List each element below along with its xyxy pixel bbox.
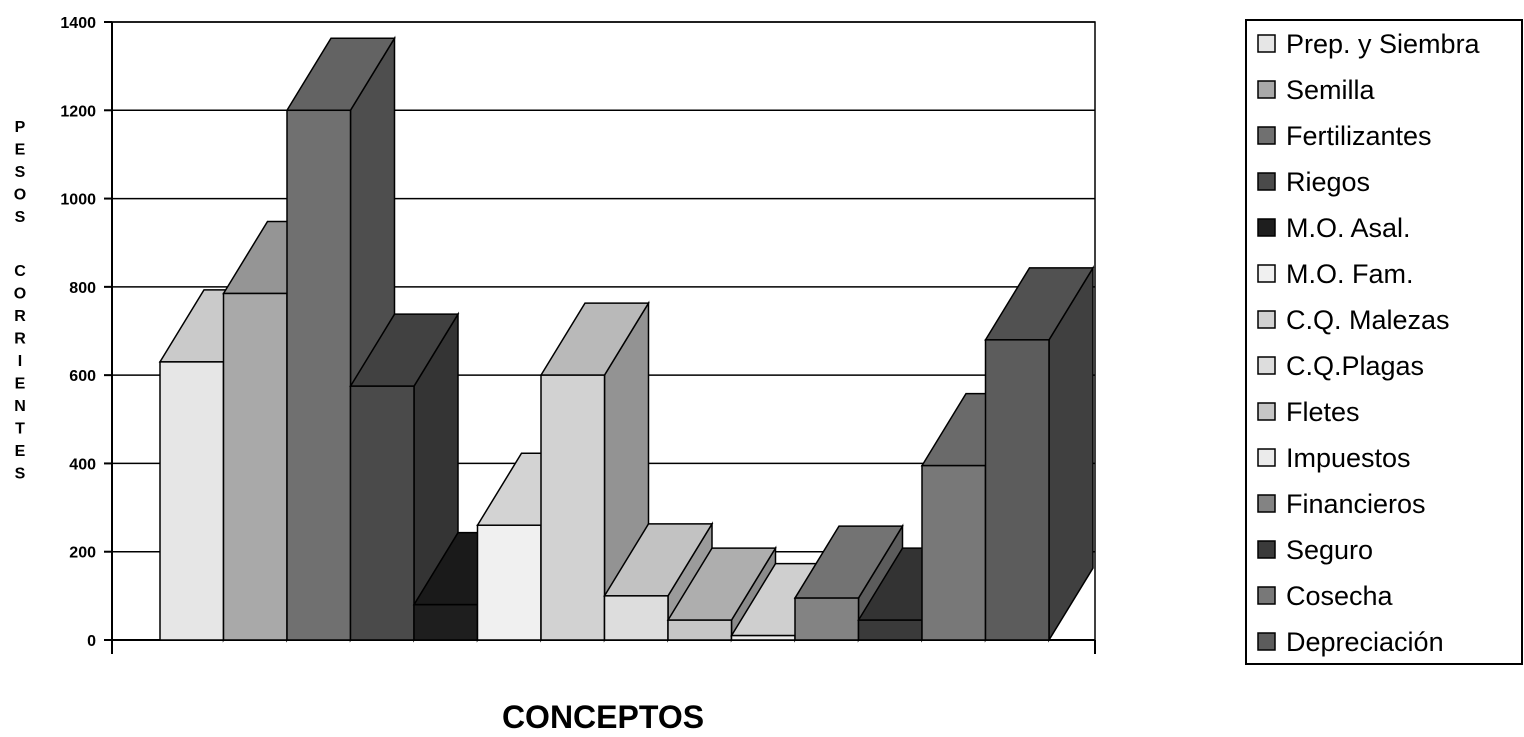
plot-border [112, 21, 1096, 640]
bar [984, 265, 1095, 643]
y-tick-label: 1000 [60, 192, 96, 209]
legend-swatch [1257, 126, 1276, 145]
y-label-letter: O [14, 187, 26, 204]
legend-label: Fletes [1286, 397, 1360, 427]
legend-swatch [1257, 356, 1276, 375]
x-axis-label: CONCEPTOS [502, 699, 704, 735]
legend-box [1245, 19, 1523, 665]
bar-front [730, 634, 796, 641]
legend-swatch [1257, 80, 1276, 99]
legend-label: Prep. y Siembra [1286, 29, 1481, 59]
legend-label: Semilla [1286, 75, 1376, 105]
y-label-letter: R [14, 308, 26, 325]
y-tick-label: 400 [69, 456, 96, 473]
legend-swatch [1257, 310, 1276, 329]
legend-label: Depreciación [1286, 627, 1444, 657]
legend-swatch [1257, 448, 1276, 467]
legend-label: C.Q.Plagas [1286, 351, 1424, 381]
legend-swatch [1257, 540, 1276, 559]
legend-label: M.O. Asal. [1286, 213, 1411, 243]
legend-swatch [1257, 172, 1276, 191]
legend-label: Cosecha [1286, 581, 1394, 611]
y-label-letter: P [15, 119, 26, 136]
legend-swatch [1257, 264, 1276, 283]
y-tick-label: 600 [69, 368, 96, 385]
y-label-letter: E [15, 443, 26, 460]
y-label-letter: R [14, 331, 26, 348]
legend-swatch [1257, 494, 1276, 513]
bar-front [222, 292, 288, 641]
legend-label: Impuestos [1286, 443, 1411, 473]
y-tick-label: 800 [69, 280, 96, 297]
legend-label: M.O. Fam. [1286, 259, 1414, 289]
legend-label: Riegos [1286, 167, 1370, 197]
legend: Prep. y Siembra Semilla Fertilizantes Riego… [1245, 19, 1523, 665]
bar-front [667, 619, 733, 641]
bar [539, 300, 650, 643]
bar-front [476, 524, 542, 641]
bar-front [921, 464, 987, 641]
bar-front [794, 597, 860, 641]
y-label-letter: S [15, 466, 26, 483]
y-tick-label: 1400 [60, 15, 96, 32]
bar-front [857, 619, 923, 641]
y-label-letter: S [15, 209, 26, 226]
legend-label: Fertilizantes [1286, 121, 1432, 151]
legend-label: Financieros [1286, 489, 1426, 519]
bar-front [159, 361, 225, 641]
plot-frame [112, 21, 1096, 640]
legend-label: C.Q. Malezas [1286, 305, 1450, 335]
legend-label: Seguro [1286, 535, 1373, 565]
y-label-letter: N [14, 398, 26, 415]
y-label-letter: E [15, 142, 26, 159]
y-tick-label: 1200 [60, 103, 96, 120]
legend-swatch [1257, 586, 1276, 605]
legend-swatch [1257, 632, 1276, 651]
bar-front [984, 339, 1050, 641]
y-label-letter: E [15, 376, 26, 393]
bars [158, 35, 1095, 643]
bar-front [603, 595, 669, 641]
y-label-letter: C [14, 263, 26, 280]
bar-front [349, 385, 415, 641]
bar-front [540, 374, 606, 641]
legend-swatch [1257, 34, 1276, 53]
y-tick-label: 0 [87, 633, 96, 650]
y-label-letter: S [15, 164, 26, 181]
y-tick-label: 200 [69, 545, 96, 562]
y-label-letter: I [18, 353, 22, 370]
legend-swatch [1257, 402, 1276, 421]
y-label-letter: T [15, 421, 25, 438]
y-label-letter: O [14, 286, 26, 303]
bar [666, 545, 777, 643]
legend-swatch [1257, 218, 1276, 237]
bar-front [413, 603, 479, 641]
bar-front [286, 109, 352, 641]
